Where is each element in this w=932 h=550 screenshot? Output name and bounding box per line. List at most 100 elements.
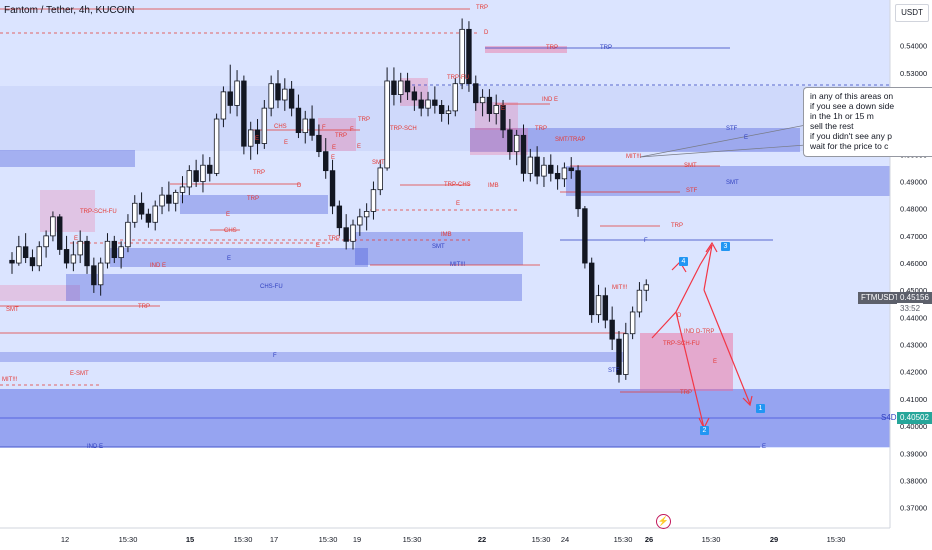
candle-body-19	[138, 202, 145, 215]
candle-body-86	[595, 295, 602, 316]
candle-body-11	[84, 240, 90, 267]
annotation-label-42: E	[227, 256, 231, 262]
candle-body-21	[152, 205, 158, 223]
candle-body-13	[97, 262, 104, 286]
candle-body-2	[22, 246, 29, 259]
projection-path-down-2	[675, 311, 705, 429]
price-tick-label-11: 0.44000	[900, 313, 927, 322]
time-tick-label-13: 15:30	[702, 535, 721, 544]
marker-3[interactable]: 3	[721, 242, 730, 251]
annotation-label-30: STF	[686, 188, 698, 194]
annotation-label-17: F	[322, 125, 326, 131]
mark-price-tag: 0.40502	[897, 412, 932, 424]
arrowhead-1	[742, 395, 753, 407]
annotation-label-63: TRP	[0, 0, 12, 2]
zone-6	[66, 274, 522, 301]
annotation-label-38: E	[74, 236, 78, 242]
annotation-label-12: TRP	[335, 133, 347, 139]
candle-body-79	[548, 164, 554, 174]
candle-body-48	[336, 205, 343, 229]
annotation-label-8: F	[350, 127, 354, 133]
annotation-label-34: E	[456, 201, 460, 207]
symbol-title[interactable]: Fantom / Tether, 4h, KUCOIN	[4, 5, 135, 16]
candle-body-24	[172, 191, 179, 204]
annotation-lines	[0, 8, 890, 448]
zone-17	[640, 333, 733, 391]
candle-body-26	[186, 170, 193, 188]
candle-body-41	[288, 88, 295, 109]
annotation-label-50: IND D-TRP	[684, 329, 714, 335]
zone-9	[355, 232, 523, 265]
annotation-label-26: TRP-CHS	[444, 182, 471, 188]
countdown-tag: 33:52	[897, 303, 924, 315]
last-price-tag: 0.45156	[897, 292, 932, 304]
candle-body-23	[166, 194, 172, 204]
candle-body-83	[575, 170, 581, 210]
arrowhead-3	[705, 241, 718, 253]
candle-body-36	[254, 129, 261, 144]
candle-body-53	[370, 189, 377, 212]
marker-1[interactable]: 1	[756, 404, 765, 413]
annotation-label-46: CHS-FU	[260, 284, 283, 290]
zone-8	[180, 195, 328, 214]
candle-body-77	[534, 156, 540, 177]
candle-body-50	[350, 224, 356, 242]
projection-path-down-1	[703, 289, 751, 405]
candle-body-18	[132, 202, 138, 223]
annotation-label-53: E	[713, 359, 717, 365]
annotation-label-2: TRP	[546, 45, 558, 51]
candle-body-16	[118, 246, 124, 259]
currency-button[interactable]: USDT	[895, 4, 929, 22]
zone-1	[0, 86, 890, 151]
zone-4	[40, 190, 95, 232]
candle-body-73	[507, 129, 513, 153]
note-line-1: in any of this areas on	[810, 91, 894, 101]
price-tick-label-9: 0.46000	[900, 259, 927, 268]
candle-body-87	[602, 295, 609, 321]
candle-body-67	[466, 28, 472, 85]
annotation-label-13: TRP-SCH	[390, 126, 417, 132]
candle-body-70	[486, 96, 493, 114]
candle-body-59	[411, 91, 418, 101]
zone-7	[110, 248, 368, 267]
price-axis[interactable]: 0.550000.540000.530000.520000.510000.500…	[889, 0, 932, 550]
candle-body-15	[111, 240, 117, 259]
candle-body-71	[493, 105, 499, 114]
annotation-label-47: TRP	[138, 304, 150, 310]
note-line-2: if you see a down side	[810, 101, 895, 111]
candle-body-29	[207, 164, 213, 174]
annotation-label-56: E-SMT	[70, 371, 89, 377]
annotation-label-9: CHS	[274, 124, 287, 130]
candles	[9, 18, 649, 383]
time-tick-label-0: 12	[61, 535, 69, 544]
candle-body-28	[200, 164, 206, 182]
price-tick-label-1: 0.54000	[900, 42, 927, 51]
candle-body-46	[323, 151, 329, 172]
annotation-label-31: SMT	[684, 163, 697, 169]
mark-label: S4D	[881, 413, 897, 422]
price-tick-label-12: 0.43000	[900, 341, 927, 350]
candle-body-85	[589, 262, 595, 316]
candle-body-91	[629, 311, 636, 335]
symbol-tag: FTMUSDT	[858, 292, 902, 304]
lightning-icon[interactable]: ⚡	[656, 514, 671, 529]
candle-body-89	[616, 338, 622, 375]
candle-body-68	[473, 83, 479, 104]
annotation-label-16: E	[331, 155, 335, 161]
time-tick-label-4: 17	[270, 535, 278, 544]
projection-path-up	[651, 244, 713, 339]
candle-body-88	[609, 319, 615, 340]
marker-2[interactable]: 2	[700, 426, 709, 435]
note-callout[interactable]: in any of this areas on if you see a dow…	[803, 87, 932, 157]
time-axis[interactable]: 12 15:30 15 15:30 17 15:30 19 15:30 22 15:30 24 15:…	[0, 527, 890, 550]
annotation-label-49: MIT!!!	[612, 285, 628, 291]
marker-4[interactable]: 4	[679, 257, 688, 266]
annotation-label-0: TRP	[476, 5, 488, 11]
candle-body-10	[77, 240, 83, 256]
candle-body-4	[36, 246, 42, 267]
candle-body-30	[213, 118, 220, 174]
price-tick-label-8: 0.47000	[900, 232, 927, 241]
candle-body-1	[16, 246, 22, 264]
annotation-label-10: E	[284, 140, 288, 146]
